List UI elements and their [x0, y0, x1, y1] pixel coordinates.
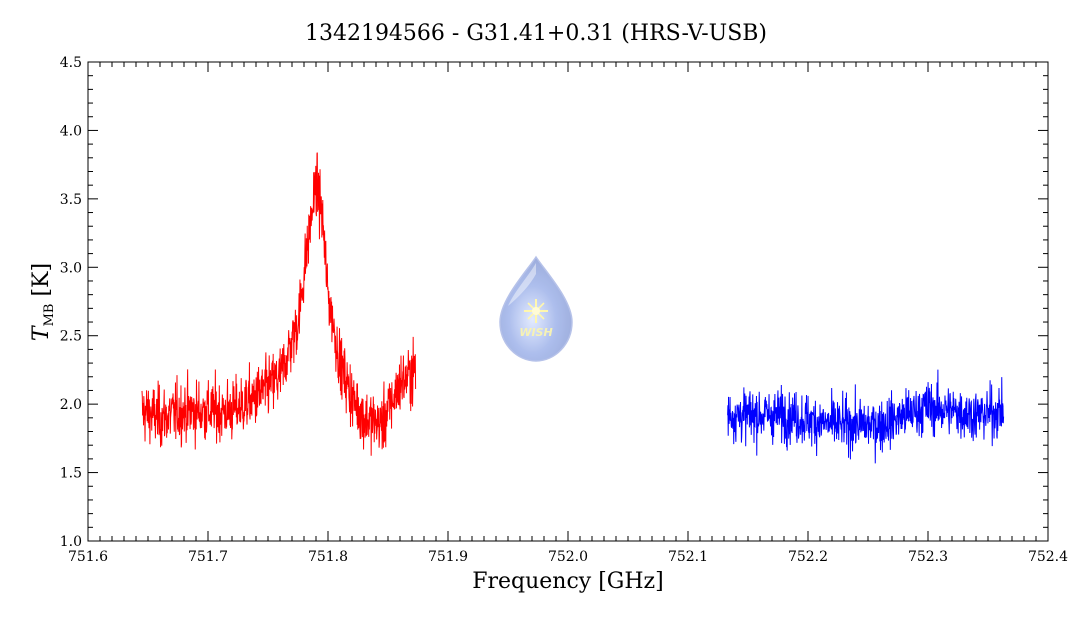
wish-logo: WISH — [499, 255, 573, 362]
y-tick-label: 4.0 — [60, 123, 82, 139]
x-tick-label: 751.6 — [68, 549, 108, 565]
x-tick-label: 751.7 — [188, 549, 228, 565]
y-axis-subscript: MB — [42, 304, 57, 327]
x-tick-label: 752.2 — [788, 549, 828, 565]
x-tick-label: 752.0 — [548, 549, 588, 565]
x-axis-label: Frequency [GHz] — [472, 569, 664, 594]
series-line-2 — [727, 369, 1005, 464]
star-icon — [524, 299, 548, 323]
x-tick-label: 751.9 — [428, 549, 468, 565]
x-tick-label: 752.4 — [1028, 549, 1068, 565]
logo-label: WISH — [519, 326, 552, 339]
y-tick-label: 3.0 — [60, 260, 82, 276]
y-tick-label: 4.5 — [60, 55, 82, 71]
series-line-1 — [141, 152, 417, 456]
y-axis-label: TMB [K] — [29, 263, 57, 341]
series-layer — [141, 152, 1005, 464]
tick-layer: 751.6 751.7 751.8 751.9 752.0 752.1 752.2 752.3… — [60, 55, 1068, 565]
y-tick-label: 3.5 — [60, 192, 82, 208]
x-tick-label: 752.3 — [908, 549, 948, 565]
y-tick-label: 1.0 — [60, 534, 82, 550]
x-tick-label: 751.8 — [308, 549, 348, 565]
y-tick-label: 2.5 — [60, 329, 82, 345]
y-axis-symbol: T — [29, 324, 54, 341]
chart-title: 1342194566 - G31.41+0.31 (HRS-V-USB) — [305, 21, 767, 46]
x-tick-label: 752.1 — [668, 549, 708, 565]
y-tick-label: 2.0 — [60, 397, 82, 413]
y-tick-label: 1.5 — [60, 466, 82, 482]
plot-frame — [87, 61, 1049, 542]
svg-text:TMB [K]: TMB [K] — [29, 263, 57, 341]
y-axis-unit: [K] — [29, 263, 54, 304]
